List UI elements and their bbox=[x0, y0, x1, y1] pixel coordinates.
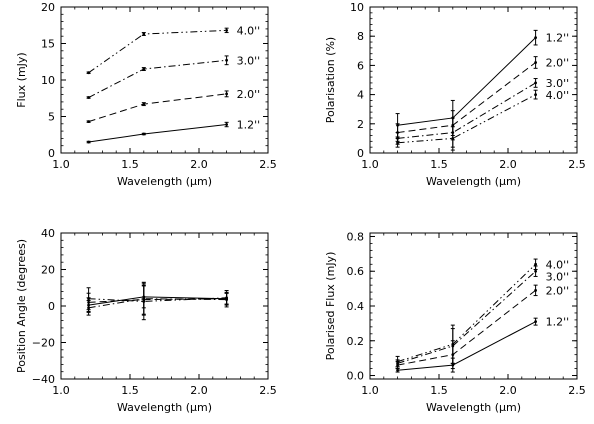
y-tick-label: −20 bbox=[32, 337, 55, 350]
series-label: 4.0'' bbox=[546, 258, 570, 271]
y-tick-label: 0.8 bbox=[347, 230, 365, 243]
y-axis-label: Flux (mJy) bbox=[15, 52, 28, 107]
series-2 bbox=[395, 56, 538, 142]
series-line bbox=[88, 59, 227, 98]
x-axis-label: Wavelength (μm) bbox=[117, 401, 212, 414]
x-tick-label: 2.5 bbox=[259, 384, 277, 397]
panel-2: 1.0 1.5 2.0 2.5 0 2 4 6 8 10 Wavelength (μm) Polari… bbox=[324, 1, 586, 188]
y-tick-label: 20 bbox=[41, 1, 55, 14]
x-tick-label: 1.0 bbox=[52, 384, 70, 397]
series-label: 4.0'' bbox=[546, 89, 570, 102]
x-tick-label: 1.5 bbox=[430, 158, 448, 171]
series-line bbox=[397, 37, 536, 126]
series-line bbox=[88, 298, 227, 309]
y-tick-label: 0.6 bbox=[347, 265, 365, 278]
series-line bbox=[88, 296, 227, 306]
x-tick-label: 1.5 bbox=[121, 158, 139, 171]
series-line bbox=[88, 124, 227, 143]
series-line bbox=[397, 263, 536, 363]
axes-frame bbox=[369, 232, 578, 380]
x-tick-label: 2.0 bbox=[190, 384, 208, 397]
x-axis-label: Wavelength (μm) bbox=[426, 401, 521, 414]
x-tick-label: 2.5 bbox=[259, 158, 277, 171]
series-line bbox=[397, 94, 536, 144]
series-1 bbox=[86, 121, 229, 144]
y-tick-label: 20 bbox=[41, 264, 55, 277]
series-2 bbox=[86, 90, 229, 124]
series-3 bbox=[395, 78, 538, 148]
x-axis-label: Wavelength (μm) bbox=[117, 175, 212, 188]
x-tick-label: 1.5 bbox=[121, 384, 139, 397]
series-line bbox=[397, 82, 536, 139]
y-tick-label: 40 bbox=[41, 227, 55, 240]
series-line bbox=[88, 93, 227, 123]
series-label: 3.0'' bbox=[237, 54, 261, 67]
x-tick-label: 1.0 bbox=[361, 158, 379, 171]
y-tick-label: 0 bbox=[48, 300, 55, 313]
panel-1: 1.0 1.5 2.0 2.5 0 5 10 15 20 Wavelength (μm) Flux … bbox=[15, 1, 277, 188]
y-tick-label: 4 bbox=[357, 89, 364, 102]
x-tick-label: 1.5 bbox=[430, 384, 448, 397]
x-tick-label: 2.0 bbox=[190, 158, 208, 171]
series-label: 3.0'' bbox=[546, 270, 570, 283]
series-label: 1.2'' bbox=[237, 119, 261, 132]
series-line bbox=[397, 321, 536, 371]
x-tick-label: 2.5 bbox=[568, 384, 586, 397]
series-label: 2.0'' bbox=[546, 284, 570, 297]
series-4 bbox=[86, 27, 229, 75]
series-label: 2.0'' bbox=[546, 56, 570, 69]
y-tick-label: 2 bbox=[357, 118, 364, 131]
y-tick-label: 0.4 bbox=[347, 300, 365, 313]
panel-3: 1.0 1.5 2.0 2.5 −40 −20 0 20 40 Wavelength (μm) Po… bbox=[15, 227, 277, 414]
series-label: 3.0'' bbox=[546, 77, 570, 90]
series-line bbox=[397, 289, 536, 366]
y-axis-label: Polarised Flux (mJy) bbox=[324, 252, 337, 361]
x-tick-label: 2.0 bbox=[499, 158, 517, 171]
series-4 bbox=[86, 282, 229, 321]
y-tick-label: 15 bbox=[41, 38, 55, 51]
y-tick-label: 10 bbox=[41, 74, 55, 87]
y-tick-label: 5 bbox=[48, 111, 55, 124]
x-tick-label: 2.0 bbox=[499, 384, 517, 397]
y-tick-label: 10 bbox=[350, 1, 364, 14]
y-tick-label: 0 bbox=[357, 147, 364, 160]
series-label: 2.0'' bbox=[237, 88, 261, 101]
y-axis-label: Position Angle (degrees) bbox=[15, 239, 28, 373]
y-tick-label: 0 bbox=[48, 147, 55, 160]
x-tick-label: 2.5 bbox=[568, 158, 586, 171]
series-line bbox=[397, 270, 536, 364]
series-line bbox=[88, 29, 227, 74]
y-tick-label: 0.2 bbox=[347, 335, 365, 348]
series-line bbox=[88, 297, 227, 302]
series-label: 1.2'' bbox=[546, 32, 570, 45]
series-label: 4.0'' bbox=[237, 24, 261, 37]
series-4 bbox=[395, 89, 538, 151]
y-tick-label: 6 bbox=[357, 59, 364, 72]
series-1 bbox=[395, 29, 538, 138]
series-label: 1.2'' bbox=[546, 316, 570, 329]
axes-frame bbox=[369, 6, 578, 154]
y-tick-label: 8 bbox=[357, 30, 364, 43]
axes-frame bbox=[60, 232, 269, 380]
series-3 bbox=[395, 265, 538, 368]
series-4 bbox=[395, 258, 538, 368]
series-3 bbox=[86, 55, 229, 99]
series-1 bbox=[395, 317, 538, 373]
y-tick-label: 0.0 bbox=[347, 370, 365, 383]
x-tick-label: 1.0 bbox=[52, 158, 70, 171]
x-axis-label: Wavelength (μm) bbox=[426, 175, 521, 188]
y-tick-label: −40 bbox=[32, 373, 55, 386]
panel-4: 1.0 1.5 2.0 2.5 0.0 0.2 0.4 0.6 0.8 Wavelength (μ… bbox=[324, 230, 586, 414]
x-tick-label: 1.0 bbox=[361, 384, 379, 397]
y-axis-label: Polarisation (%) bbox=[324, 37, 337, 123]
